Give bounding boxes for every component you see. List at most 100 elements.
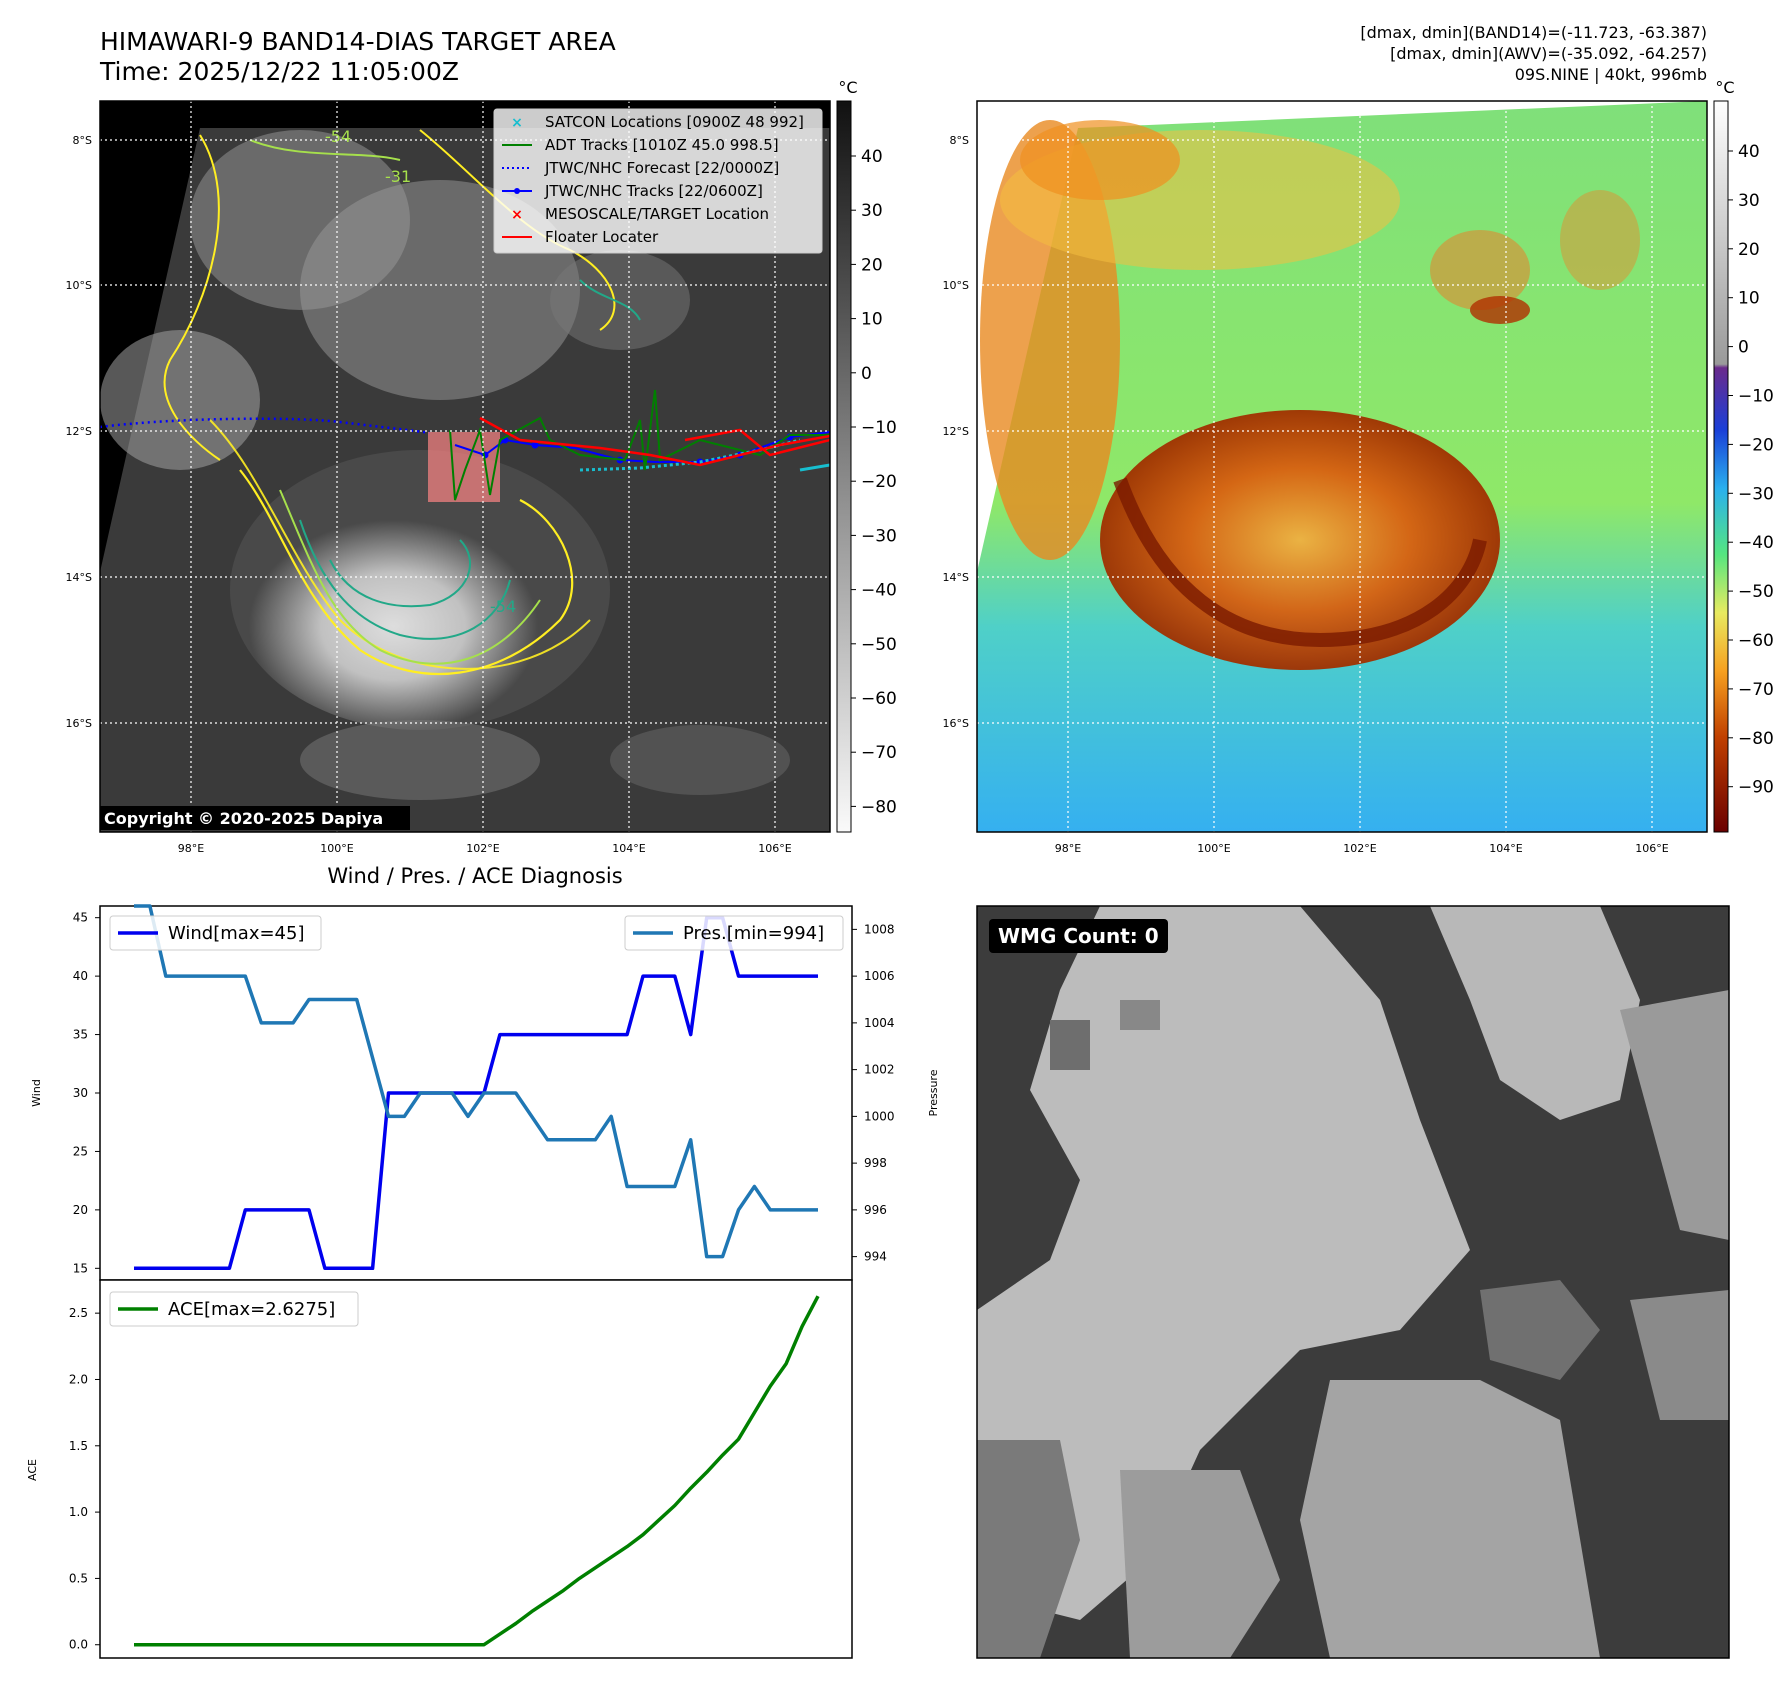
colorbar-tick-label: 40 [861,147,883,167]
ir-colorbar [836,100,852,833]
y2-tick-label: 1008 [864,922,895,936]
legend-item: × MESOSCALE/TARGET Location [511,205,769,223]
legend-item: JTWC/NHC Forecast [22/0000Z] [502,159,779,177]
storm-info: 09S.NINE | 40kt, 996mb [1515,65,1707,84]
contour-label: -54 [325,127,351,146]
lat-label: 16°S [66,717,92,730]
lat-label: 14°S [943,571,969,584]
y2-tick-label: 998 [864,1156,887,1170]
ace-chart: 0.0 0.5 1.0 1.5 2.0 2.5 ACE[max=2.6275] ACE [26,1279,853,1659]
colorbar-tick-label: −50 [1738,582,1774,602]
y-tick-label: 2.5 [69,1306,88,1320]
lon-label: 100°E [320,842,353,855]
wmg-count-badge [989,919,1168,953]
colorbar-tick-label: −90 [1738,778,1774,798]
contour-yellow [239,469,574,676]
colorbar-tick-label: −30 [861,526,897,546]
diagnosis-chart-title: Wind / Pres. / ACE Diagnosis [327,864,622,888]
lat-label: 10°S [66,279,92,292]
wmg-light-region [977,906,1470,1620]
chart-legend: Wind[max=45] [109,915,322,951]
contour-label: -31 [385,167,411,186]
y-tick-label: 30 [73,1086,88,1100]
awv-map-gridlines [977,101,1707,832]
pressure-axis-label: Pressure [927,1069,940,1116]
colorbar-tick-label: 10 [1738,289,1760,309]
y-tick-label: 25 [73,1144,88,1158]
storm-core [1100,410,1500,670]
contour-teal [299,519,511,640]
colorbar-tick-label: −30 [1738,484,1774,504]
stats-awv: [dmax, dmin](AWV)=(-35.092, -64.257) [1390,44,1707,63]
adt-track [449,389,830,501]
y-tick-label: 1.5 [69,1439,88,1453]
legend-label: JTWC/NHC Forecast [22/0000Z] [544,159,779,177]
copyright-text: Copyright © 2020-2025 Dapiya [104,809,383,828]
awv-colorbar [1713,100,1729,833]
y-tick-label: 45 [73,911,88,925]
lat-label: 12°S [943,425,969,438]
colorbar-tick-label: −20 [1738,435,1774,455]
legend-item: ADT Tracks [1010Z 45.0 998.5] [502,136,779,154]
colorbar-tick-label: −10 [1738,387,1774,407]
wind-pressure-chart: Wind / Pres. / ACE Diagnosis 15 20 25 30 35 4… [30,864,940,1281]
y-tick-label: 35 [73,1028,88,1042]
legend-marker-x: × [511,207,523,223]
lon-label: 106°E [758,842,791,855]
legend-label: Wind[max=45] [168,923,305,944]
legend-label: Pres.[min=994] [683,923,824,944]
stats-band14: [dmax, dmin](BAND14)=(-11.723, -63.387) [1360,23,1707,42]
floater-locater [479,416,830,467]
lon-label: 106°E [1635,842,1668,855]
y2-tick-label: 1000 [864,1109,895,1123]
legend-label: Floater Locater [545,228,659,246]
y-tick-label: 15 [73,1261,88,1275]
chart-legend: Pres.[min=994] [624,915,844,951]
y-tick-label: 2.0 [69,1372,88,1386]
contour-label: -54 [490,597,516,616]
lat-label: 8°S [73,134,92,147]
figure-title: HIMAWARI-9 BAND14-DIAS TARGET AREA [100,27,616,56]
lat-label: 14°S [66,571,92,584]
legend-label: ADT Tracks [1010Z 45.0 998.5] [545,136,779,154]
legend-item: JTWC/NHC Tracks [22/0600Z] [502,182,763,200]
colorbar-tick-label: −10 [861,418,897,438]
legend-item: × SATCON Locations [0900Z 48 992] [511,113,804,131]
wmg-panel: WMG Count: 0 [976,905,1730,1659]
colorbar-tick-label: −50 [861,635,897,655]
colorbar-tick-label: −70 [1738,680,1774,700]
colorbar-tick-label: −60 [861,689,897,709]
legend-item: Floater Locater [502,228,659,246]
lon-label: 98°E [1055,842,1081,855]
copyright-badge [100,806,410,830]
legend-label: SATCON Locations [0900Z 48 992] [545,113,804,131]
wmg-count-text: WMG Count: 0 [998,924,1159,948]
y-tick-label: 0.5 [69,1571,88,1585]
lon-label: 102°E [466,842,499,855]
colorbar-tick-label: −70 [861,743,897,763]
legend-marker-x: × [511,115,523,131]
colorbar-tick-label: 40 [1738,142,1760,162]
series-line [134,1295,820,1647]
jtwc-forecast-track [100,417,431,435]
colorbar-tick-label: 20 [861,255,883,275]
lat-label: 12°S [66,425,92,438]
colorbar-tick-label: 0 [1738,338,1749,358]
colorbar-tick-label: 30 [861,201,883,221]
colorbar-tick-label: −40 [861,581,897,601]
lon-label: 104°E [1489,842,1522,855]
satcon-locations [579,438,801,472]
series-line [134,904,818,1259]
legend-label: MESOSCALE/TARGET Location [545,205,769,223]
y2-tick-label: 1002 [864,1063,895,1077]
ace-plot-area [99,1279,853,1659]
wind-axis-label: Wind [30,1079,43,1107]
y-tick-label: 40 [73,969,88,983]
legend-label: JTWC/NHC Tracks [22/0600Z] [544,182,763,200]
y-tick-label: 20 [73,1203,88,1217]
y2-tick-label: 994 [864,1250,887,1264]
mesoscale-target-box [428,432,500,502]
track-legend: × SATCON Locations [0900Z 48 992] ADT Trac… [493,108,823,254]
lon-label: 104°E [612,842,645,855]
